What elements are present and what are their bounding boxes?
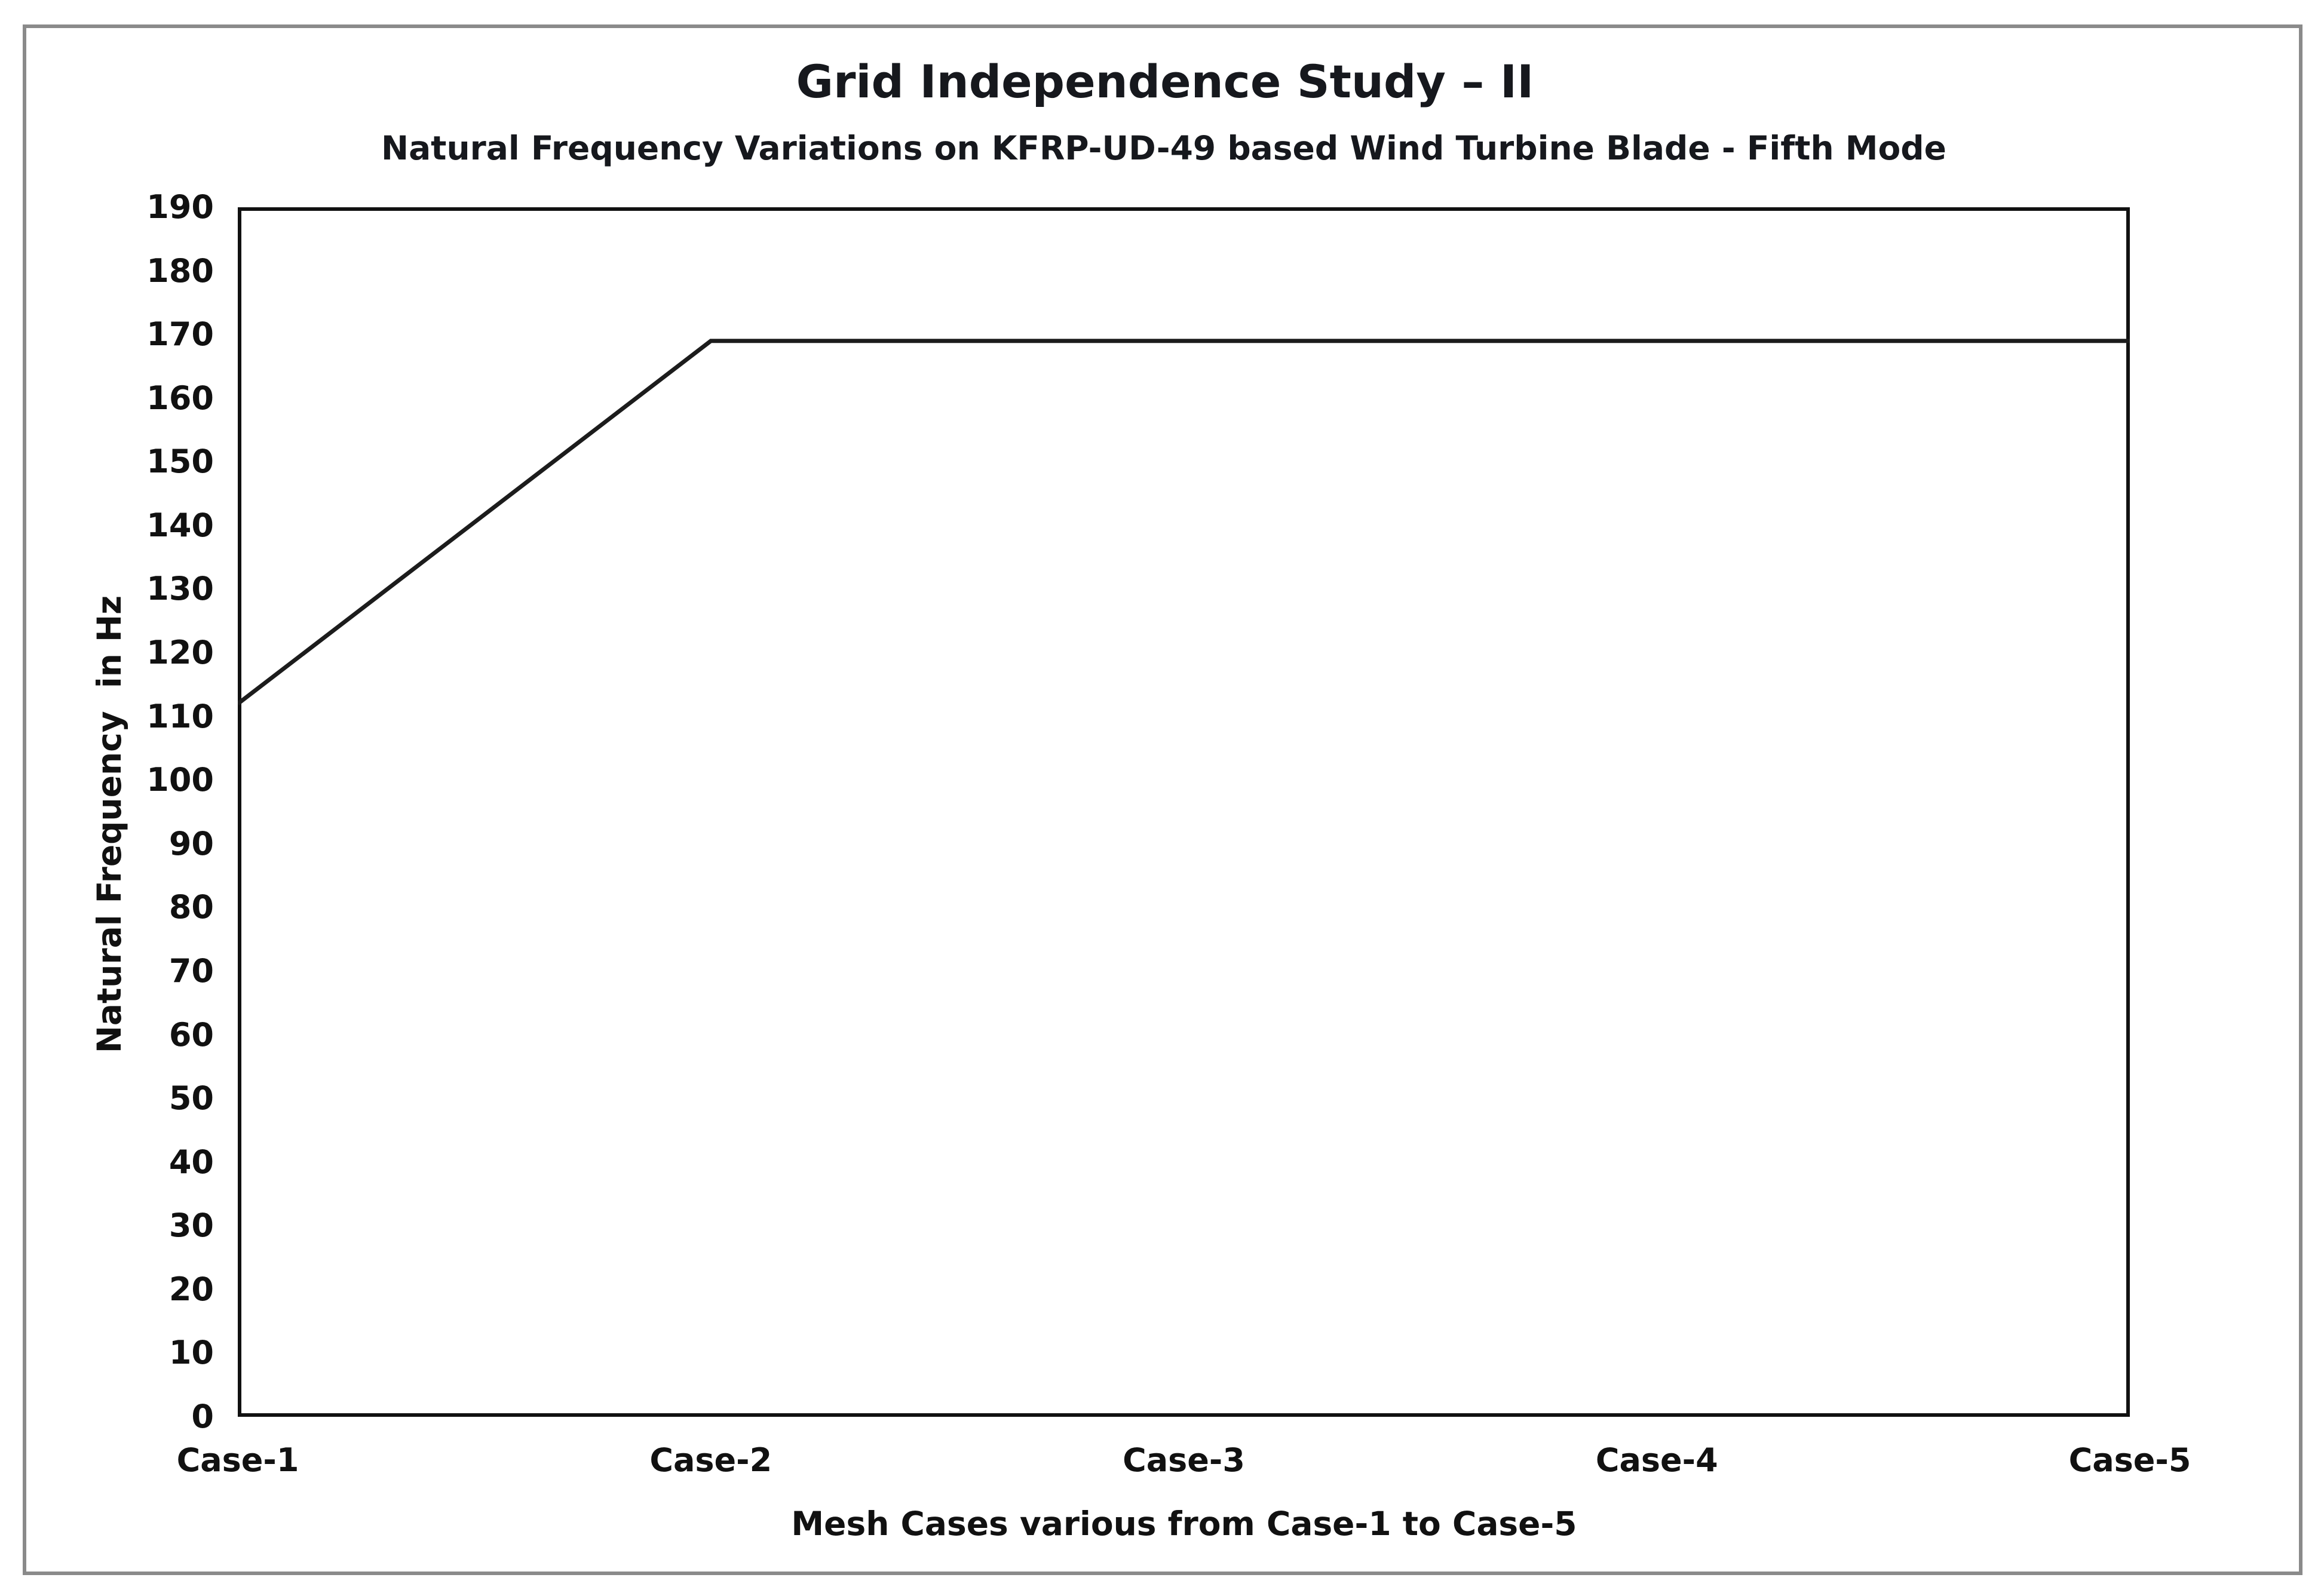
y-tick-label: 190 bbox=[146, 188, 214, 226]
y-tick-label: 140 bbox=[146, 506, 214, 544]
x-tick-label: Case-3 bbox=[1123, 1441, 1245, 1479]
y-tick-label: 160 bbox=[146, 379, 214, 417]
x-tick-label: Case-5 bbox=[2068, 1441, 2191, 1479]
y-tick-label: 80 bbox=[168, 888, 214, 926]
plot-border bbox=[238, 207, 2130, 1417]
y-tick-label: 50 bbox=[168, 1079, 214, 1118]
y-tick-label: 180 bbox=[146, 251, 214, 290]
y-tick-label: 110 bbox=[146, 697, 214, 735]
y-tick-label: 130 bbox=[146, 570, 214, 608]
y-tick-label: 90 bbox=[168, 824, 214, 863]
y-tick-label: 100 bbox=[146, 761, 214, 799]
y-tick-label: 170 bbox=[146, 315, 214, 354]
chart-title: Grid Independence Study – II bbox=[796, 55, 1534, 108]
x-axis-title: Mesh Cases various from Case-1 to Case-5 bbox=[791, 1505, 1577, 1543]
x-tick-label: Case-1 bbox=[176, 1441, 299, 1479]
y-tick-label: 10 bbox=[168, 1334, 214, 1372]
y-tick-label: 120 bbox=[146, 634, 214, 672]
figure-border bbox=[23, 24, 2302, 1575]
y-tick-label: 70 bbox=[168, 952, 214, 990]
plot-area bbox=[238, 207, 2130, 1417]
y-tick-label: 0 bbox=[191, 1398, 214, 1435]
y-tick-label: 40 bbox=[168, 1143, 214, 1181]
y-tick-label: 60 bbox=[168, 1015, 214, 1054]
line-series bbox=[238, 339, 2130, 706]
y-tick-label: 150 bbox=[146, 443, 214, 481]
x-tick-label: Case-2 bbox=[649, 1441, 772, 1479]
y-tick-label: 20 bbox=[168, 1270, 214, 1308]
y-tick-label: 30 bbox=[168, 1207, 214, 1245]
x-tick-label: Case-4 bbox=[1595, 1441, 1718, 1479]
chart-subtitle: Natural Frequency Variations on KFRP-UD-… bbox=[381, 129, 1946, 167]
